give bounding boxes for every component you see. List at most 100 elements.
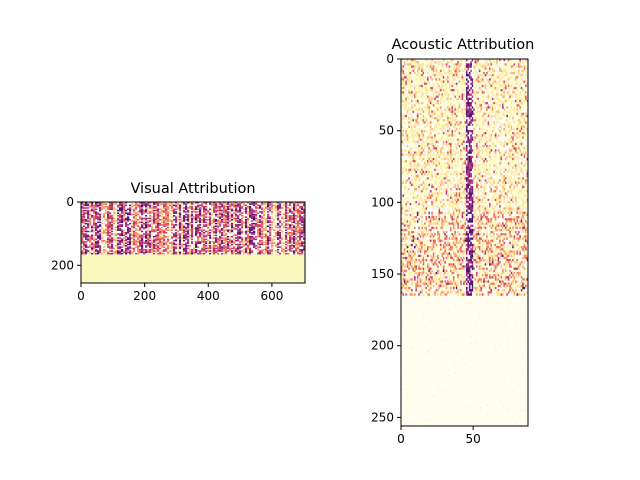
acoustic-heatmap-cell bbox=[422, 151, 425, 154]
visual-heatmap-cell bbox=[297, 247, 300, 250]
visual-heatmap-cell bbox=[237, 204, 240, 207]
visual-heatmap-cell bbox=[273, 235, 276, 238]
visual-heatmap-cell bbox=[239, 211, 242, 213]
visual-heatmap-cell bbox=[301, 226, 304, 229]
visual-heatmap-cell bbox=[185, 238, 188, 241]
visual-heatmap-cell bbox=[153, 220, 156, 222]
acoustic-heatmap-cell bbox=[418, 108, 420, 111]
acoustic-heatmap-cell bbox=[422, 71, 425, 75]
acoustic-heatmap-cell bbox=[402, 263, 405, 266]
acoustic-heatmap-cell bbox=[421, 91, 423, 94]
visual-heatmap-cell bbox=[299, 250, 302, 252]
visual-heatmap-cell bbox=[107, 215, 110, 217]
visual-heatmap-cell bbox=[97, 213, 100, 216]
visual-heatmap-cell bbox=[151, 212, 154, 214]
visual-heatmap-cell bbox=[287, 228, 290, 230]
acoustic-heatmap-cell bbox=[425, 282, 428, 285]
acoustic-heatmap-cell bbox=[403, 181, 406, 184]
acoustic-heatmap-cell bbox=[412, 200, 415, 204]
acoustic-heatmap-cell bbox=[401, 151, 403, 154]
visual-heatmap-cell bbox=[199, 224, 202, 226]
visual-heatmap-cell bbox=[215, 234, 218, 237]
visual-heatmap-cell bbox=[199, 226, 202, 229]
visual-heatmap-cell bbox=[197, 226, 200, 229]
visual-heatmap-cell bbox=[135, 203, 138, 205]
visual-heatmap-cell bbox=[297, 212, 300, 214]
acoustic-heatmap-cell bbox=[424, 278, 426, 281]
acoustic-heatmap-cell bbox=[438, 278, 441, 281]
visual-heatmap-cell bbox=[271, 245, 274, 247]
acoustic-heatmap-cell bbox=[439, 183, 442, 187]
visual-heatmap-cell bbox=[247, 234, 250, 237]
visual-heatmap-cell bbox=[249, 211, 252, 213]
acoustic-heatmap-cell bbox=[405, 134, 407, 137]
visual-heatmap-cell bbox=[225, 208, 228, 211]
visual-heatmap-cell bbox=[291, 241, 294, 243]
visual-heatmap-cell bbox=[91, 205, 94, 208]
visual-heatmap-cell bbox=[163, 250, 166, 252]
visual-heatmap-cell bbox=[171, 224, 174, 226]
visual-heatmap-cell bbox=[181, 233, 184, 235]
acoustic-heatmap-cell bbox=[421, 237, 423, 240]
visual-heatmap-cell bbox=[253, 204, 256, 207]
visual-heatmap-cell bbox=[175, 216, 178, 218]
visual-heatmap-cell bbox=[221, 218, 224, 221]
acoustic-heatmap-cell bbox=[408, 106, 410, 109]
visual-heatmap-cell bbox=[209, 247, 212, 250]
acoustic-heatmap-cell bbox=[406, 220, 409, 223]
acoustic-heatmap-cell bbox=[435, 145, 438, 148]
visual-heatmap-cell bbox=[121, 217, 124, 220]
acoustic-heatmap-cell bbox=[416, 256, 419, 260]
acoustic-heatmap-cell bbox=[409, 274, 412, 277]
acoustic-heatmap-cell bbox=[435, 78, 438, 81]
visual-heatmap-cell bbox=[281, 224, 284, 226]
acoustic-heatmap-cell bbox=[428, 181, 431, 184]
acoustic-heatmap-cell bbox=[425, 104, 428, 107]
visual-heatmap-cell bbox=[267, 237, 270, 239]
visual-heatmap-cell bbox=[199, 208, 202, 211]
visual-heatmap-cell bbox=[295, 225, 298, 227]
acoustic-heatmap-cell bbox=[434, 157, 436, 161]
visual-heatmap-cell bbox=[179, 204, 182, 207]
visual-heatmap-cell bbox=[187, 251, 190, 254]
visual-heatmap-cell bbox=[143, 224, 146, 226]
acoustic-heatmap-cell bbox=[416, 80, 419, 83]
visual-heatmap-cell bbox=[135, 224, 138, 226]
visual-heatmap-cell bbox=[169, 250, 172, 252]
visual-heatmap-cell bbox=[247, 241, 250, 243]
visual-heatmap-cell bbox=[97, 239, 100, 242]
visual-heatmap-cell bbox=[225, 252, 228, 255]
visual-heatmap-cell bbox=[99, 250, 102, 252]
acoustic-heatmap-cell bbox=[435, 220, 438, 223]
acoustic-heatmap-cell bbox=[403, 200, 406, 204]
acoustic-heatmap-cell bbox=[422, 140, 425, 144]
acoustic-heatmap-cell bbox=[401, 231, 403, 234]
visual-heatmap-cell bbox=[221, 213, 224, 216]
visual-heatmap-cell bbox=[259, 232, 262, 234]
visual-heatmap-cell bbox=[101, 248, 104, 251]
visual-heatmap-cell bbox=[111, 203, 114, 205]
visual-heatmap-cell bbox=[211, 212, 214, 214]
visual-heatmap-cell bbox=[281, 252, 284, 255]
acoustic-heatmap-cell bbox=[415, 123, 418, 126]
visual-heatmap-cell bbox=[101, 208, 104, 211]
visual-heatmap-cell bbox=[293, 216, 296, 218]
acoustic-heatmap-cell bbox=[406, 119, 409, 122]
visual-heatmap-cell bbox=[157, 217, 160, 220]
visual-heatmap-cell bbox=[117, 218, 120, 221]
acoustic-heatmap-cell bbox=[421, 207, 423, 210]
acoustic-heatmap-cell bbox=[405, 129, 407, 133]
visual-heatmap-cell bbox=[87, 213, 90, 216]
acoustic-heatmap-cell bbox=[431, 276, 433, 279]
visual-heatmap-cell bbox=[269, 250, 272, 252]
visual-heatmap-cell bbox=[241, 207, 244, 209]
acoustic-heatmap-cell bbox=[428, 65, 431, 68]
visual-heatmap-cell bbox=[303, 238, 305, 241]
acoustic-heatmap-cell bbox=[426, 149, 429, 152]
visual-heatmap-cell bbox=[189, 205, 192, 208]
acoustic-heatmap-cell bbox=[429, 125, 432, 129]
acoustic-heatmap-cell bbox=[434, 220, 436, 223]
visual-heatmap-cell bbox=[161, 229, 164, 231]
acoustic-heatmap-cell bbox=[425, 138, 428, 141]
visual-heatmap-cell bbox=[247, 226, 250, 229]
